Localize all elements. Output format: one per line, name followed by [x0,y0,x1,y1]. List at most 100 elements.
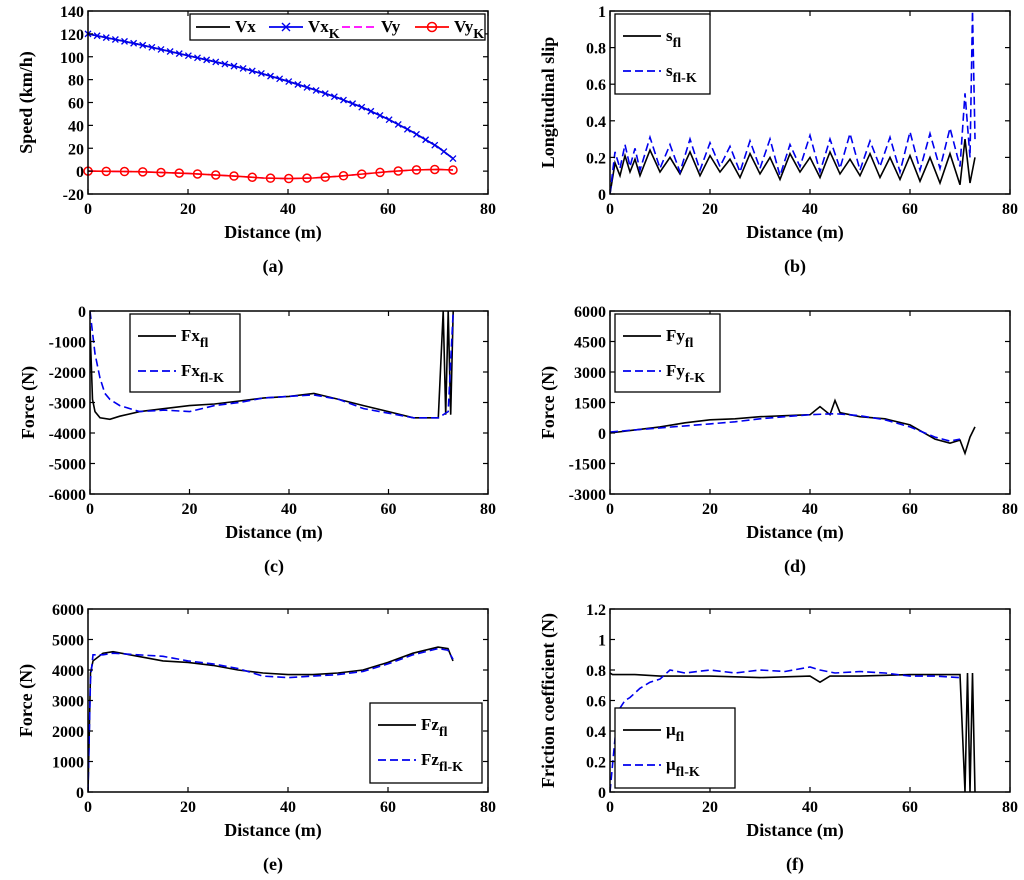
series-a-3-marker [229,171,239,181]
y-tick-label: 5000 [52,633,84,650]
legend-label-name: Fy [666,361,685,380]
series-a-1-marker [175,50,183,58]
x-tick-label: 40 [802,201,818,218]
x-tick-label: 20 [702,501,718,518]
y-tick-label: 6000 [52,602,84,619]
legend-label: Fxfl [181,326,209,351]
series-a-1-marker [330,93,338,101]
series-a-3-marker [393,166,403,176]
y-axis-label: Force (N) [16,664,37,737]
x-tick-label: 80 [1002,501,1018,518]
y-tick-label: -3000 [569,487,606,504]
series-b-1-line [610,11,976,194]
series-a-3-marker [174,168,184,178]
y-tick-label: 1.2 [586,602,606,619]
legend-label: sfl [666,26,681,51]
series-b-0-line [610,139,976,194]
series-a-1-marker [139,41,147,49]
series-a-1-marker [349,100,357,108]
y-tick-label: 0 [76,164,84,181]
y-tick-label: 0 [76,785,84,802]
series-a-3-marker [192,169,203,179]
x-tick-label: 20 [182,501,198,518]
legend-label-name: μ [666,720,676,739]
series-a-1-marker [194,54,201,62]
legend-label-sub: K [473,27,484,42]
series-a-1-marker [276,75,284,83]
legend-label-name: Fz [421,750,439,769]
legend-label-sub: fl-K [200,371,224,386]
y-tick-label: 120 [60,27,84,44]
y-tick-label: 1 [598,4,606,21]
y-tick-label: -2000 [49,365,86,382]
series-a-1-marker [212,58,220,66]
legend-label: VyK [454,17,484,42]
y-tick-label: 0.4 [586,724,606,741]
series-a-3-marker [430,164,440,175]
series-a-3-marker [411,165,422,175]
y-tick-label: 40 [68,118,84,135]
panel-f: 0 20 40 60 80 0 0.2 0.4 0.6 0.8 1 1.2 Distance (m) Fr… [538,602,1018,875]
series-a-1-marker [221,60,229,68]
series-a-1-marker [431,141,439,149]
y-axis-label: Speed (km/h) [16,51,37,154]
x-tick-label: 40 [802,799,818,816]
y-tick-label: -5000 [49,457,86,474]
series-f-0-line [610,672,976,792]
series-e-1-line [88,647,454,792]
legend-label: Fxfl-K [181,361,224,386]
series-d-0-line [610,398,976,456]
series-a-3-marker [101,166,111,177]
legend-label-name: Fx [181,326,200,345]
legend-label: sfl-K [666,61,697,86]
x-tick-label: 0 [606,201,614,218]
y-tick-label: 3000 [574,365,606,382]
y-tick-label: 0.8 [586,663,606,680]
legend-box [614,313,721,393]
series-a-3-marker [375,167,385,178]
legend-label-name: Fz [421,715,439,734]
series-a-3-marker [320,172,330,182]
x-tick-label: 40 [280,201,296,218]
panel-c: 0 20 40 60 80 -6000 -5000 -4000 -3000 -2000 -1000 0… [18,304,496,577]
panel-caption: (d) [784,556,806,577]
series-a-3-marker [265,173,276,183]
x-tick-label: 0 [84,799,92,816]
series-a-1-marker [166,48,174,55]
series-a-1-marker [248,67,256,75]
series-a-1-marker [303,83,311,91]
series-a-0-line [88,33,454,160]
y-tick-label: 0.6 [586,694,606,711]
y-tick-label: 1500 [574,396,606,413]
x-tick-label: 20 [180,799,196,816]
x-tick-label: 0 [606,799,614,816]
y-tick-label: -1500 [569,457,606,474]
series-a-1-marker [394,121,402,128]
x-axis-label: Distance (m) [225,522,322,543]
series-a-1-marker [312,86,320,94]
legend-a: Vx VxK Vy VyK [189,13,486,42]
x-tick-label: 80 [1002,201,1018,218]
panel-caption: (a) [263,256,284,277]
series-a-3-marker [338,171,349,181]
series-a-1-marker [93,32,101,40]
series-a-3-marker [302,173,312,183]
series-a-1-marker [257,70,265,77]
legend-label-name: Fx [181,361,200,380]
series-a-1-marker [321,90,329,98]
legend-label: Vx [235,17,256,36]
series-a-1-marker [111,36,119,43]
legend-label-sub: fl-K [673,71,697,86]
series-a-1-marker [413,130,420,138]
y-tick-label: 0 [598,187,606,204]
x-tick-label: 0 [84,201,92,218]
y-tick-label: 0.4 [586,114,606,131]
panel-caption: (f) [786,854,804,875]
series-a-1-marker [267,72,274,80]
x-axis-label: Distance (m) [746,522,843,543]
legend-label: Vy [381,17,401,36]
x-tick-label: 20 [702,799,718,816]
